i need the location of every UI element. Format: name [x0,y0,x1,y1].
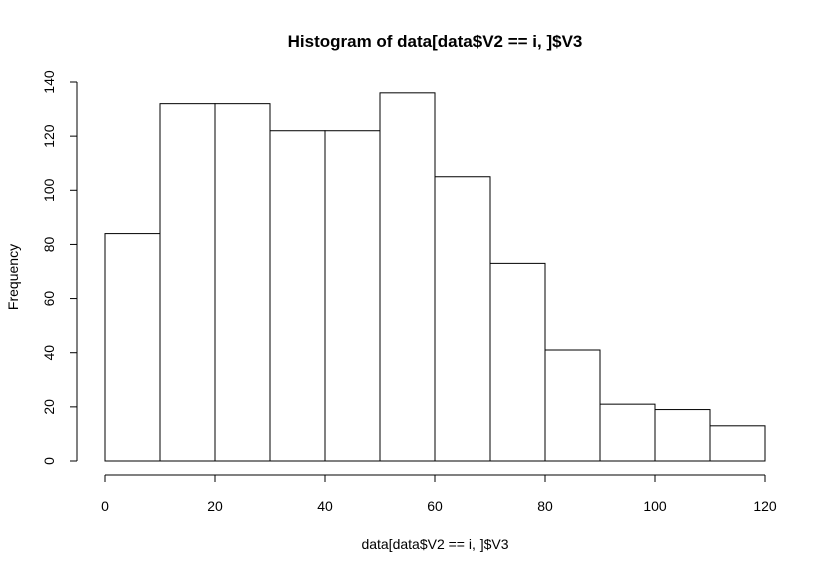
y-axis-label: Frequency [5,244,21,310]
x-tick-label-2: 40 [317,498,333,514]
histogram-bar-7 [489,262,546,462]
histogram-bar-11 [709,425,766,462]
y-tick-label-5: 100 [41,178,57,202]
x-axis-label: data[data$V2 == i, ]$V3 [361,536,508,552]
y-tick-label-0: 0 [41,457,57,465]
histogram-bar-9 [599,403,656,462]
y-tick-label-4: 80 [41,236,57,252]
x-tick-label-1: 20 [207,498,223,514]
x-tick-label-4: 80 [537,498,553,514]
histogram-bar-2 [214,103,271,462]
y-tick-label-6: 120 [41,124,57,148]
y-axis: 0 20 40 60 80 100 120 140 [41,70,78,465]
histogram-bar-4 [324,130,381,462]
x-tick-label-6: 120 [753,498,777,514]
histogram-bar-8 [544,349,601,462]
y-tick-label-7: 140 [41,70,57,94]
y-tick-label-2: 40 [41,345,57,361]
y-tick-label-1: 20 [41,399,57,415]
x-tick-label-5: 100 [643,498,667,514]
histogram-bar-1 [159,103,216,462]
histogram-bar-3 [269,130,326,462]
histogram-bar-0 [104,233,161,462]
x-tick-label-3: 60 [427,498,443,514]
x-axis: 0 20 40 60 80 100 120 [101,474,777,514]
bars-group [104,92,766,462]
chart-title: Histogram of data[data$V2 == i, ]$V3 [288,32,583,51]
histogram-bar-6 [434,176,491,462]
histogram-bar-10 [654,409,711,462]
x-tick-label-0: 0 [101,498,109,514]
histogram-bar-5 [379,92,436,462]
y-tick-label-3: 60 [41,291,57,307]
